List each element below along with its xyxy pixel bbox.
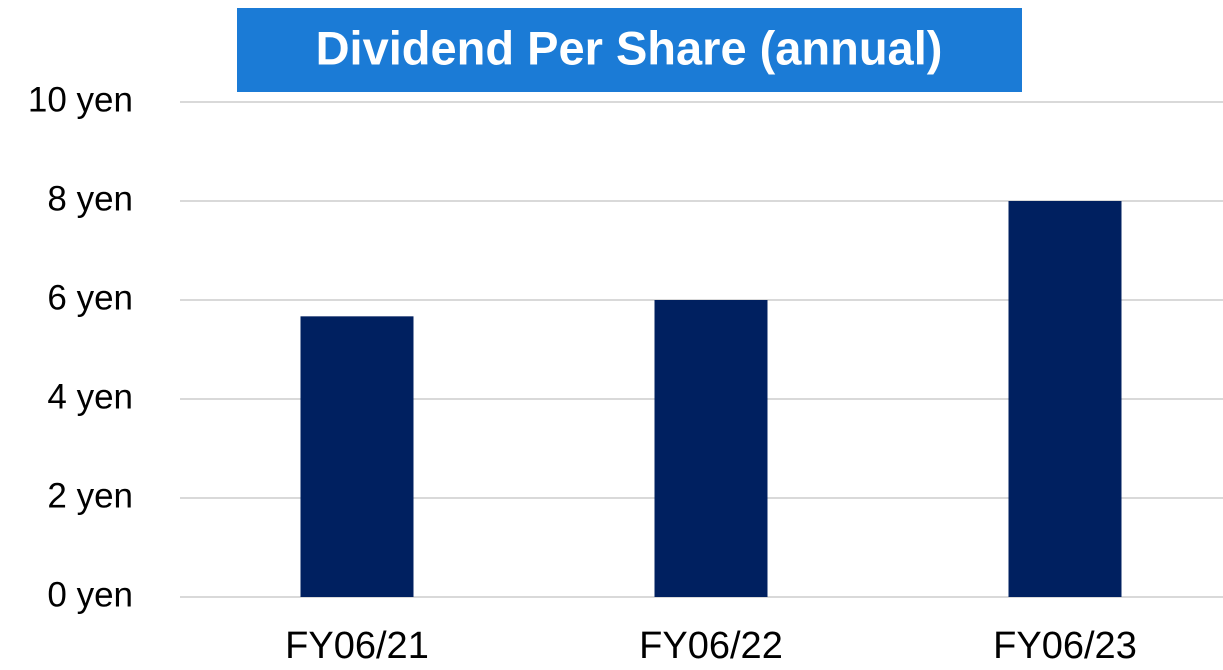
x-tick-label: FY06/21 <box>285 625 429 667</box>
y-tick-label: 6 yen <box>47 278 133 317</box>
y-tick-label: 2 yen <box>47 476 133 515</box>
bar <box>1008 201 1122 597</box>
y-tick-label: 10 yen <box>28 80 133 119</box>
bar <box>300 316 414 597</box>
y-tick-label: 4 yen <box>47 377 133 416</box>
bar <box>654 300 768 597</box>
y-tick-label: 0 yen <box>47 575 133 614</box>
title-box <box>237 8 1022 92</box>
y-tick-label: 8 yen <box>47 179 133 218</box>
x-tick-label: FY06/23 <box>993 625 1137 667</box>
x-tick-label: FY06/22 <box>639 625 783 667</box>
chart-title: Dividend Per Share (annual) <box>316 21 943 74</box>
